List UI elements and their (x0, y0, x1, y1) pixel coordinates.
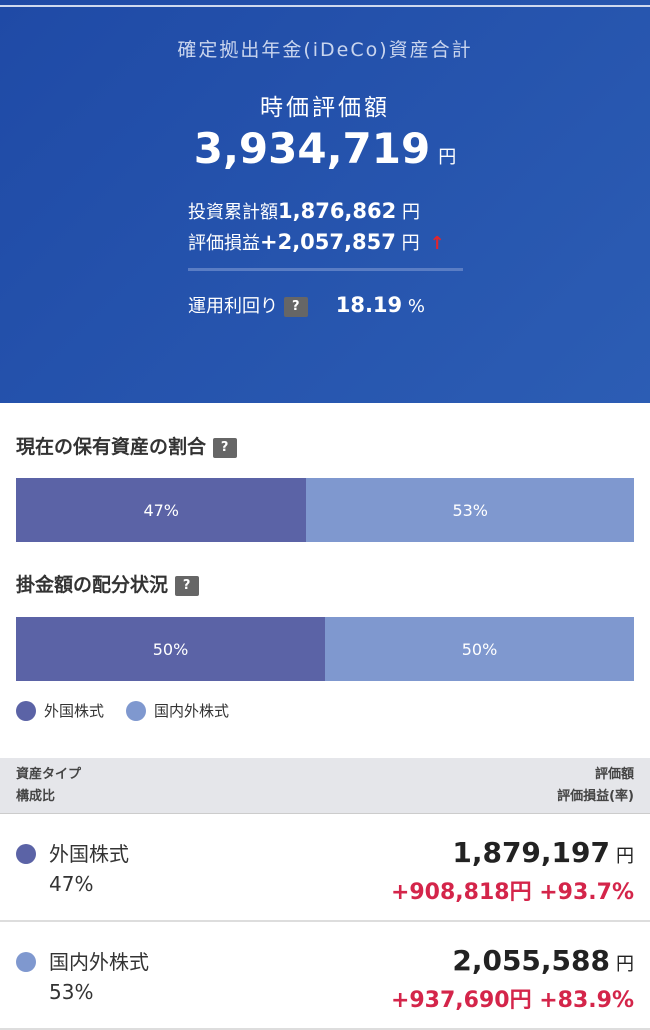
currency: 円 (401, 202, 420, 223)
yield-label: 運用利回り (188, 296, 278, 317)
currency: 円 (616, 954, 634, 975)
column-header: 評価損益(率) (557, 789, 634, 804)
asset-name: 外国株式 (49, 842, 129, 866)
help-icon[interactable]: ? (174, 575, 199, 596)
asset-value-number: 1,879,197 (452, 836, 610, 869)
invested-label: 投資累計額 (188, 202, 278, 223)
asset-gain: +937,690円 +83.9% (390, 988, 634, 1013)
currency: 円 (438, 147, 457, 168)
legend-dot-icon (126, 700, 147, 721)
help-icon[interactable]: ? (212, 437, 237, 458)
column-header: 構成比 (16, 789, 56, 804)
legend-item: 国内外株式 (154, 702, 230, 720)
table-header: 資産タイプ構成比 評価額評価損益(率) (0, 758, 650, 814)
invested-row: 投資累計額1,876,862 円 (188, 198, 420, 224)
column-header: 資産タイプ (16, 767, 82, 782)
asset-ratio: 53% (49, 980, 94, 1004)
allocation-title: 掛金額の配分状況 ? (16, 570, 199, 597)
table-row[interactable]: 国内外株式 53% 2,055,588 円 +937,690円 +83.9% (0, 922, 650, 1030)
allocation-bar: 50% 50% (16, 617, 634, 681)
help-icon[interactable]: ? (283, 297, 308, 317)
column-header: 評価額 (594, 767, 634, 782)
arrow-up-icon: ↑ (429, 233, 445, 254)
divider (188, 268, 463, 271)
asset-value-number: 2,055,588 (452, 944, 610, 977)
yield-row: 運用利回り ? 18.19 % (188, 292, 425, 318)
gain-label: 評価損益 (188, 233, 260, 254)
asset-value: 1,879,197 円 (452, 836, 634, 869)
yield-unit: % (407, 296, 426, 317)
currency: 円 (401, 233, 420, 254)
bar-segment: 50% (16, 617, 325, 681)
market-value: 3,934,719 円 (0, 124, 650, 173)
invested-value: 1,876,862 (278, 199, 397, 223)
asset-gain: +908,818円 +93.7% (390, 880, 634, 905)
legend-dot-icon (16, 700, 36, 721)
bar-segment: 53% (306, 478, 634, 542)
bar-segment: 47% (16, 478, 307, 542)
currency: 円 (616, 846, 634, 867)
market-value-label: 時価評価額 (260, 95, 390, 121)
summary-header: 確定拠出年金(iDeCo)資産合計 時価評価額 3,934,719 円 投資累計額… (0, 0, 650, 403)
legend-item: 外国株式 (44, 702, 105, 720)
gain-value: +2,057,857 (260, 230, 396, 254)
bar-segment: 50% (325, 617, 634, 681)
yield-value: 18.19 (335, 293, 403, 317)
market-value-number: 3,934,719 (193, 124, 431, 173)
divider (0, 5, 650, 7)
gain-row: 評価損益+2,057,857 円 ↑ (188, 229, 445, 255)
asset-ratio: 47% (49, 872, 94, 896)
holdings-title: 現在の保有資産の割合 ? (16, 432, 237, 459)
table-row[interactable]: 外国株式 47% 1,879,197 円 +908,818円 +93.7% (0, 814, 650, 922)
page-title: 確定拠出年金(iDeCo)資産合計 (177, 39, 473, 61)
holdings-title-text: 現在の保有資産の割合 (16, 436, 207, 458)
allocation-title-text: 掛金額の配分状況 (16, 574, 169, 596)
legend: 外国株式 国内外株式 (16, 700, 229, 721)
color-dot-icon (16, 952, 36, 972)
color-dot-icon (16, 844, 36, 864)
asset-name: 国内外株式 (49, 950, 149, 974)
holdings-bar: 47% 53% (16, 478, 634, 542)
asset-value: 2,055,588 円 (452, 944, 634, 977)
